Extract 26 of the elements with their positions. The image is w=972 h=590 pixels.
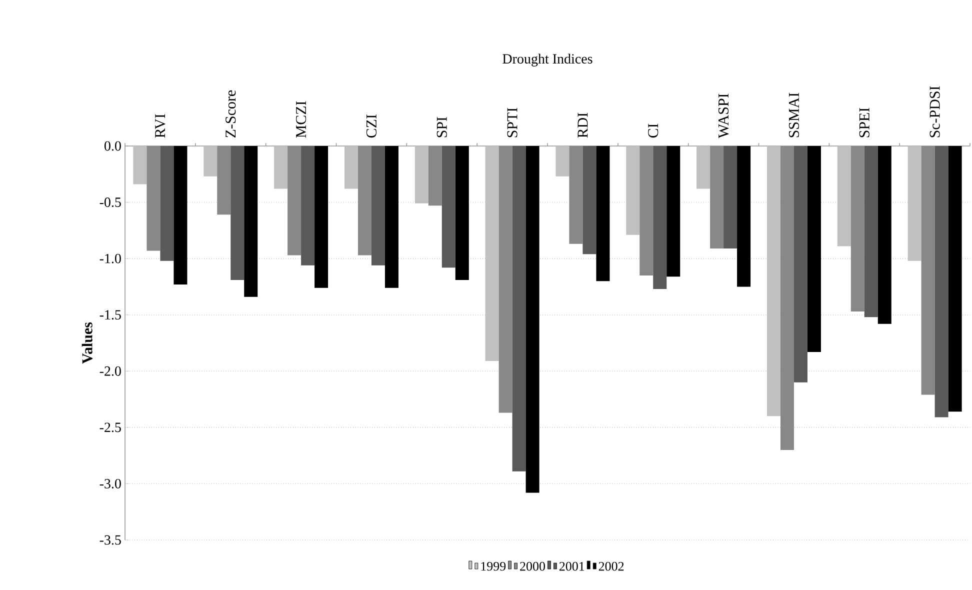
y-tick-label: -1.0 [100,254,121,264]
legend-label: 1999 [481,562,506,571]
y-tick-label: -3.0 [100,478,121,488]
legend-label: 2002 [598,562,624,571]
x-tick-label: SPEI [859,108,870,138]
y-tick-label: -2.0 [100,366,121,376]
y-axis-title: Values [82,322,92,364]
x-tick-label: RDI [578,112,588,138]
legend-label: 2001 [559,562,584,571]
x-tick-label: CI [648,124,658,138]
x-tick-label: RVI [155,114,166,138]
x-tick-label: Sc-PDSI [930,86,940,138]
y-tick-label: -0.5 [100,198,121,208]
y-tick-label: 0.0 [104,141,121,151]
y-tick-label: -2.5 [100,422,121,432]
x-tick-label: SSMAI [788,92,799,138]
x-tick-label: Z-Score [226,90,236,138]
y-tick-label: -3.5 [100,535,121,545]
x-axis-title: Drought Indices [502,54,592,66]
legend-label: 2000 [520,562,546,571]
y-tick-label: -1.5 [100,310,121,320]
x-tick-label: MCZI [296,101,306,138]
x-tick-label: CZI [366,114,376,138]
x-tick-label: SPI [436,117,447,138]
x-tick-label: SPTI [507,108,518,138]
x-tick-label: WASPI [718,94,729,138]
